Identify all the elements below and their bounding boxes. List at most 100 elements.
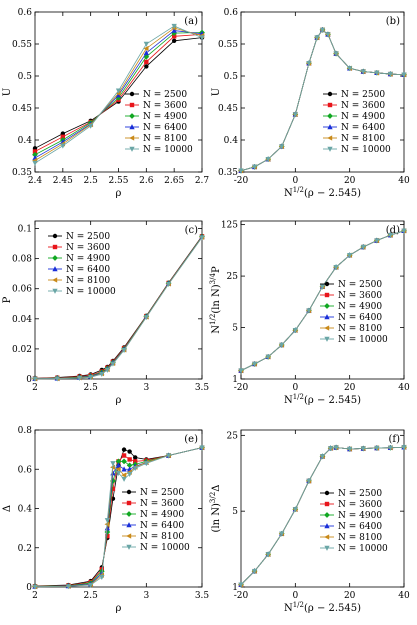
panel-label: (e) [184, 434, 198, 445]
legend-marker [129, 91, 135, 97]
data-point [306, 478, 312, 484]
legend-entry: N = 10000 [338, 335, 388, 345]
data-point [115, 462, 122, 468]
y-tick-label: 25 [227, 272, 239, 282]
data-point [65, 584, 72, 590]
x-tick-label: 2 [32, 383, 38, 393]
legend-marker [324, 303, 330, 309]
y-tick-label: 0.6 [224, 8, 239, 18]
y-tick-label: 0.35 [218, 168, 238, 178]
panel-f: -20 0 20 40 1 5 25 N1/2​(ρ − 2.545) (ln N)3/2​Δ (… [209, 429, 410, 614]
series-2500 [32, 233, 205, 381]
y-tick-label: 0.5 [18, 72, 33, 82]
x-axis-label: N1/2​(ρ − 2.545) [284, 393, 361, 406]
data-point [132, 466, 138, 472]
legend-entry: N = 10000 [140, 543, 190, 553]
data-point [133, 455, 138, 460]
panel-label: (c) [185, 225, 199, 236]
data-point [143, 45, 149, 52]
x-tick-label: -20 [234, 176, 249, 186]
legend-marker [52, 266, 58, 272]
legend-entry: N = 6400 [341, 123, 385, 133]
legend-entry: N = 4900 [338, 302, 382, 312]
y-tick-label: 1 [232, 375, 238, 385]
y-tick-label: 0.45 [12, 104, 32, 114]
data-point [387, 232, 394, 238]
y-tick-label: 0 [26, 583, 32, 593]
data-point [54, 376, 60, 382]
data-point [115, 458, 122, 465]
data-point [306, 61, 312, 67]
series-line [34, 237, 203, 380]
data-point [328, 446, 334, 452]
data-point [238, 368, 244, 374]
legend-marker [129, 124, 135, 130]
x-tick-label: 40 [398, 383, 410, 393]
data-point [32, 149, 38, 154]
y-tick-label: 0.55 [12, 40, 32, 50]
x-tick-label: 2.65 [164, 176, 184, 186]
legend-entry: N = 3600 [338, 291, 382, 301]
data-point [121, 466, 127, 472]
legend-marker [324, 501, 330, 507]
legend-marker [129, 146, 135, 152]
data-point [32, 151, 38, 158]
x-axis-label: ρ [116, 395, 122, 406]
data-point [115, 88, 122, 94]
data-point [110, 486, 116, 492]
data-point [333, 51, 339, 57]
data-point [374, 70, 380, 76]
plot-frame [240, 429, 405, 588]
legend-marker [129, 102, 135, 108]
data-point [104, 367, 111, 373]
series-8100 [32, 234, 205, 382]
data-point [387, 445, 394, 451]
series-10000 [32, 235, 205, 382]
data-point [279, 144, 285, 150]
legend-entry: N = 2500 [338, 489, 382, 499]
legend-marker [126, 511, 132, 517]
panel-a: 2.4 2.45 2.5 2.55 2.6 2.65 2.7 0.35 0.4 0.45 0.5 0.… [2, 8, 209, 199]
series-4900 [32, 233, 205, 382]
data-point [88, 374, 94, 381]
y-axis-label: P [2, 296, 13, 303]
data-point [251, 568, 258, 575]
data-point [144, 64, 149, 69]
legend-entry: N = 3600 [338, 500, 382, 510]
legend-marker [324, 336, 330, 342]
data-point [115, 92, 122, 98]
data-point [88, 582, 94, 588]
x-axis-label: N1/2​(ρ − 2.545) [284, 186, 361, 199]
data-point [199, 235, 205, 241]
legend-marker [324, 545, 330, 551]
data-point [251, 164, 258, 170]
series-10000 [32, 23, 205, 166]
data-point [171, 30, 178, 36]
y-tick-label: 125 [221, 221, 238, 231]
legend-entry: N = 10000 [143, 145, 193, 155]
data-point [99, 371, 105, 378]
series-3600 [32, 234, 205, 381]
data-point [279, 342, 285, 348]
series-10000 [32, 445, 205, 590]
data-point [165, 453, 172, 459]
x-tick-label: 2.7 [195, 176, 210, 186]
y-tick-label: 0.55 [218, 40, 238, 50]
y-tick-label: 0.4 [224, 136, 239, 146]
data-point [143, 53, 150, 60]
data-point [319, 284, 326, 290]
x-tick-label: -20 [234, 591, 249, 601]
legend-entry: N = 3600 [140, 499, 184, 509]
data-point [165, 282, 172, 288]
plot-frame [34, 220, 203, 380]
data-point [133, 459, 138, 464]
y-tick-label: 0.8 [18, 426, 33, 436]
data-point [110, 461, 116, 467]
series-10000 [238, 445, 407, 588]
data-point [76, 375, 83, 381]
y-axis-label: N1/2​(ln N)3/4​P [209, 266, 222, 334]
data-point [265, 354, 271, 360]
